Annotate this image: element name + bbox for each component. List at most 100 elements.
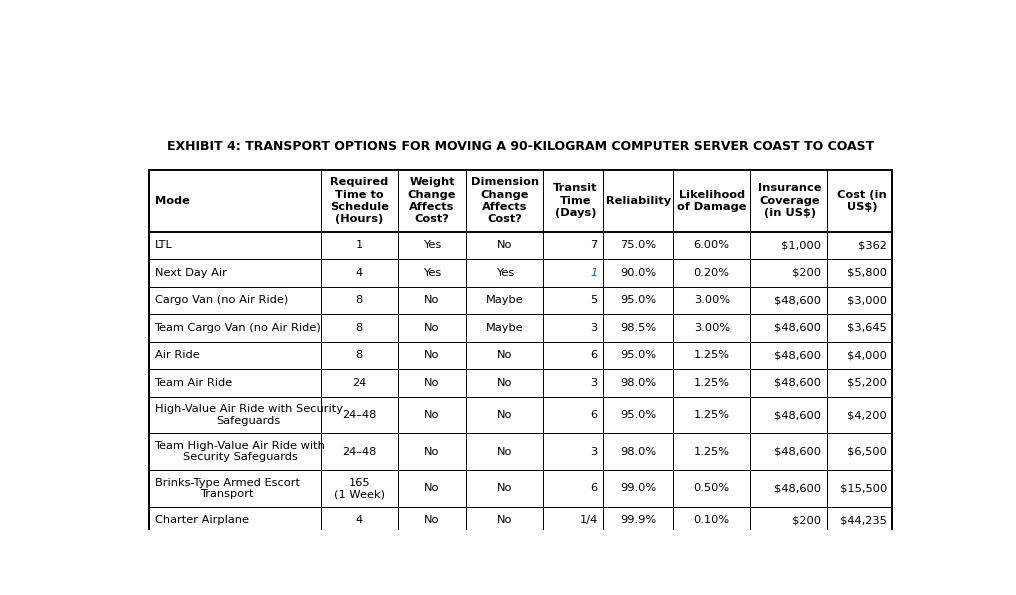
Text: 1: 1 bbox=[590, 268, 597, 278]
Text: $4,200: $4,200 bbox=[847, 410, 887, 420]
Text: 3.00%: 3.00% bbox=[694, 323, 729, 333]
Text: 1.25%: 1.25% bbox=[694, 350, 729, 361]
Text: 24–48: 24–48 bbox=[342, 410, 377, 420]
Text: Required
Time to
Schedule
(Hours): Required Time to Schedule (Hours) bbox=[330, 177, 389, 224]
Text: Air Ride: Air Ride bbox=[154, 350, 199, 361]
Text: 6.00%: 6.00% bbox=[694, 240, 729, 250]
Text: $6,500: $6,500 bbox=[847, 447, 887, 457]
Text: Maybe: Maybe bbox=[486, 323, 523, 333]
Text: $48,600: $48,600 bbox=[774, 323, 821, 333]
Text: 1.25%: 1.25% bbox=[694, 378, 729, 388]
Text: $3,645: $3,645 bbox=[847, 323, 887, 333]
Text: Insurance
Coverage
(in US$): Insurance Coverage (in US$) bbox=[758, 183, 821, 218]
Text: 3.00%: 3.00% bbox=[694, 296, 729, 305]
Text: Yes: Yes bbox=[496, 268, 514, 278]
Text: 95.0%: 95.0% bbox=[620, 350, 656, 361]
Text: $4,000: $4,000 bbox=[847, 350, 887, 361]
Text: No: No bbox=[425, 447, 440, 457]
Text: Weight
Change
Affects
Cost?: Weight Change Affects Cost? bbox=[407, 177, 456, 224]
Text: 24: 24 bbox=[353, 378, 367, 388]
Bar bbox=[149, 170, 892, 231]
Text: 1.25%: 1.25% bbox=[694, 410, 729, 420]
Text: No: No bbox=[497, 350, 512, 361]
Text: Team Cargo Van (no Air Ride): Team Cargo Van (no Air Ride) bbox=[154, 323, 321, 333]
Text: 7: 7 bbox=[590, 240, 597, 250]
Text: 4: 4 bbox=[356, 268, 363, 278]
Text: No: No bbox=[497, 378, 512, 388]
Text: No: No bbox=[425, 515, 440, 525]
Text: 5: 5 bbox=[590, 296, 597, 305]
Text: LTL: LTL bbox=[154, 240, 173, 250]
Text: No: No bbox=[425, 410, 440, 420]
Text: 6: 6 bbox=[590, 350, 597, 361]
Bar bbox=[149, 397, 892, 433]
Text: Transit
Time
(Days): Transit Time (Days) bbox=[553, 183, 597, 218]
Text: $48,600: $48,600 bbox=[774, 350, 821, 361]
Text: 98.0%: 98.0% bbox=[620, 378, 656, 388]
Text: 0.50%: 0.50% bbox=[694, 483, 729, 493]
Text: 1/4: 1/4 bbox=[579, 515, 597, 525]
Text: No: No bbox=[425, 323, 440, 333]
Text: No: No bbox=[425, 350, 440, 361]
Text: 99.9%: 99.9% bbox=[620, 515, 656, 525]
Text: High-Value Air Ride with Security
Safeguards: High-Value Air Ride with Security Safegu… bbox=[154, 404, 342, 426]
Text: $200: $200 bbox=[792, 268, 821, 278]
Text: 3: 3 bbox=[590, 447, 597, 457]
Text: $200: $200 bbox=[792, 515, 821, 525]
Text: No: No bbox=[497, 447, 512, 457]
Bar bbox=[149, 287, 892, 314]
Bar bbox=[149, 470, 892, 507]
Text: $48,600: $48,600 bbox=[774, 410, 821, 420]
Text: Dimension
Change
Affects
Cost?: Dimension Change Affects Cost? bbox=[470, 177, 538, 224]
Bar bbox=[149, 231, 892, 259]
Bar bbox=[149, 342, 892, 369]
Text: Cost (in
US$): Cost (in US$) bbox=[837, 190, 887, 212]
Text: Yes: Yes bbox=[423, 240, 441, 250]
Text: Charter Airplane: Charter Airplane bbox=[154, 515, 249, 525]
Text: $3,000: $3,000 bbox=[847, 296, 887, 305]
Bar bbox=[149, 507, 892, 534]
Text: 8: 8 bbox=[356, 323, 363, 333]
Text: Reliability: Reliability bbox=[606, 196, 671, 206]
Text: 90.0%: 90.0% bbox=[620, 268, 656, 278]
Text: No: No bbox=[497, 410, 512, 420]
Text: No: No bbox=[497, 483, 512, 493]
Text: 8: 8 bbox=[356, 350, 363, 361]
Text: Next Day Air: Next Day Air bbox=[154, 268, 227, 278]
Text: 1.25%: 1.25% bbox=[694, 447, 729, 457]
Text: 3: 3 bbox=[590, 378, 597, 388]
Text: Team Air Ride: Team Air Ride bbox=[154, 378, 233, 388]
Text: $1,000: $1,000 bbox=[781, 240, 821, 250]
Bar bbox=[149, 259, 892, 287]
Text: 0.20%: 0.20% bbox=[694, 268, 729, 278]
Text: 99.0%: 99.0% bbox=[620, 483, 656, 493]
Text: 0.10%: 0.10% bbox=[694, 515, 729, 525]
Text: 6: 6 bbox=[590, 483, 597, 493]
Text: 3: 3 bbox=[590, 323, 597, 333]
Text: 75.0%: 75.0% bbox=[620, 240, 656, 250]
Text: No: No bbox=[425, 483, 440, 493]
Text: Maybe: Maybe bbox=[486, 296, 523, 305]
Text: 165
(1 Week): 165 (1 Week) bbox=[333, 478, 385, 499]
Text: $48,600: $48,600 bbox=[774, 483, 821, 493]
Text: Cargo Van (no Air Ride): Cargo Van (no Air Ride) bbox=[154, 296, 288, 305]
Text: Yes: Yes bbox=[423, 268, 441, 278]
Text: 6: 6 bbox=[590, 410, 597, 420]
Text: No: No bbox=[425, 378, 440, 388]
Text: $5,200: $5,200 bbox=[847, 378, 887, 388]
Text: 8: 8 bbox=[356, 296, 363, 305]
Text: 4: 4 bbox=[356, 515, 363, 525]
Text: 95.0%: 95.0% bbox=[620, 410, 656, 420]
Text: No: No bbox=[497, 240, 512, 250]
Bar bbox=[149, 433, 892, 470]
Bar bbox=[149, 170, 892, 534]
Text: EXHIBIT 4: TRANSPORT OPTIONS FOR MOVING A 90-KILOGRAM COMPUTER SERVER COAST TO C: EXHIBIT 4: TRANSPORT OPTIONS FOR MOVING … bbox=[167, 140, 875, 154]
Text: $48,600: $48,600 bbox=[774, 378, 821, 388]
Text: Team High-Value Air Ride with
Security Safeguards: Team High-Value Air Ride with Security S… bbox=[154, 441, 325, 462]
Text: 1: 1 bbox=[356, 240, 363, 250]
Text: $48,600: $48,600 bbox=[774, 296, 821, 305]
Text: 98.0%: 98.0% bbox=[620, 447, 656, 457]
Text: No: No bbox=[425, 296, 440, 305]
Bar bbox=[149, 314, 892, 342]
Text: $44,235: $44,235 bbox=[840, 515, 887, 525]
